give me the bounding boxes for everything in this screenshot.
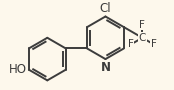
- Text: F: F: [139, 20, 145, 30]
- Text: C: C: [139, 33, 146, 43]
- Text: F: F: [151, 39, 157, 49]
- Text: Cl: Cl: [100, 2, 111, 15]
- Text: F: F: [128, 39, 134, 49]
- Text: N: N: [100, 61, 110, 74]
- Text: HO: HO: [9, 63, 27, 76]
